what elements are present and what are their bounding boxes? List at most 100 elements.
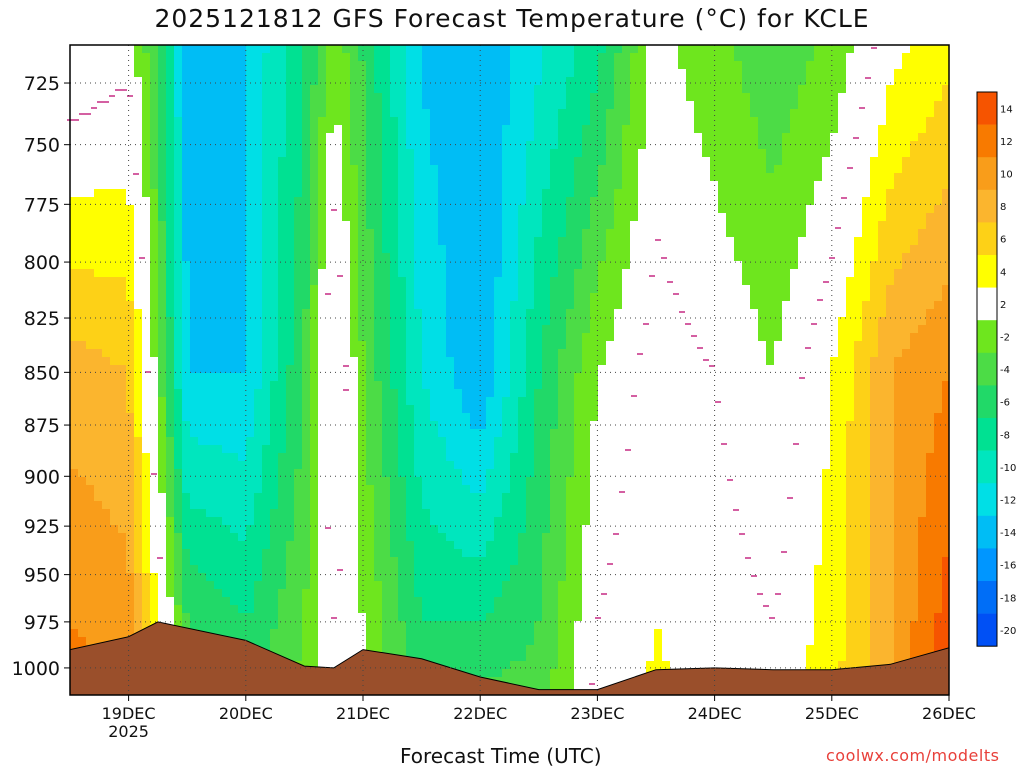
field-cell <box>534 373 543 382</box>
field-cell <box>382 61 391 70</box>
field-cell <box>358 365 367 374</box>
field-cell <box>150 557 159 566</box>
field-cell <box>94 477 103 486</box>
field-cell <box>454 485 463 494</box>
field-cell <box>390 557 399 566</box>
field-cell <box>70 557 79 566</box>
field-cell <box>174 77 183 86</box>
field-cell <box>182 205 191 214</box>
field-cell <box>502 253 511 262</box>
field-cell <box>142 205 151 214</box>
field-cell <box>158 277 167 286</box>
field-cell <box>286 493 295 502</box>
field-cell <box>438 437 447 446</box>
field-cell <box>246 605 255 614</box>
field-cell <box>142 213 151 222</box>
field-cell <box>238 69 247 78</box>
field-cell <box>406 477 415 486</box>
field-cell <box>134 309 143 318</box>
field-cell <box>374 141 383 150</box>
field-cell <box>70 437 79 446</box>
field-cell <box>110 205 119 214</box>
field-cell <box>86 493 95 502</box>
field-cell <box>158 125 167 134</box>
field-cell <box>78 549 87 558</box>
field-cell <box>550 149 559 158</box>
field-cell <box>294 149 303 158</box>
field-cell <box>166 325 175 334</box>
field-cell <box>518 629 527 638</box>
field-cell <box>502 413 511 422</box>
field-cell <box>158 413 167 422</box>
field-cell <box>470 669 479 678</box>
field-cell <box>534 165 543 174</box>
field-cell <box>366 309 375 318</box>
field-cell <box>334 605 343 614</box>
field-cell <box>478 621 487 630</box>
field-cell <box>486 653 495 662</box>
field-cell <box>414 197 423 206</box>
field-cell <box>254 133 263 142</box>
field-cell <box>414 437 423 446</box>
field-cell <box>334 69 343 78</box>
field-cell <box>150 101 159 110</box>
field-cell <box>454 213 463 222</box>
field-cell <box>502 421 511 430</box>
field-cell <box>150 389 159 398</box>
field-cell <box>382 69 391 78</box>
field-cell <box>470 189 479 198</box>
field-cell <box>430 157 439 166</box>
field-cell <box>142 357 151 366</box>
field-cell <box>534 149 543 158</box>
field-cell <box>518 149 527 158</box>
field-cell <box>142 525 151 534</box>
field-cell <box>470 517 479 526</box>
field-cell <box>406 53 415 62</box>
field-cell <box>494 421 503 430</box>
field-cell <box>342 373 351 382</box>
field-cell <box>366 573 375 582</box>
field-cell <box>494 589 503 598</box>
field-cell <box>174 581 183 590</box>
field-cell <box>78 517 87 526</box>
field-cell <box>526 205 535 214</box>
field-cell <box>198 533 207 542</box>
field-cell <box>174 405 183 414</box>
field-cell <box>134 149 143 158</box>
field-cell <box>286 397 295 406</box>
field-cell <box>158 485 167 494</box>
field-cell <box>294 317 303 326</box>
field-cell <box>198 565 207 574</box>
field-cell <box>478 669 487 678</box>
field-cell <box>118 317 127 326</box>
field-cell <box>222 573 231 582</box>
field-cell <box>262 77 271 86</box>
field-cell <box>414 485 423 494</box>
field-cell <box>430 613 439 622</box>
field-cell <box>486 541 495 550</box>
field-cell <box>246 461 255 470</box>
field-cell <box>510 461 519 470</box>
field-cell <box>414 405 423 414</box>
field-cell <box>534 645 543 654</box>
field-cell <box>262 101 271 110</box>
field-cell <box>358 357 367 366</box>
field-cell <box>262 269 271 278</box>
field-cell <box>534 589 543 598</box>
field-cell <box>358 389 367 398</box>
field-cell <box>118 293 127 302</box>
field-cell <box>366 45 375 54</box>
field-cell <box>462 645 471 654</box>
field-cell <box>318 277 327 286</box>
field-cell <box>406 525 415 534</box>
field-cell <box>190 93 199 102</box>
field-cell <box>518 605 527 614</box>
field-cell <box>86 525 95 534</box>
field-cell <box>510 509 519 518</box>
field-cell <box>366 413 375 422</box>
field-cell <box>470 117 479 126</box>
field-cell <box>334 541 343 550</box>
field-cell <box>294 301 303 310</box>
field-cell <box>270 637 279 646</box>
field-cell <box>374 341 383 350</box>
